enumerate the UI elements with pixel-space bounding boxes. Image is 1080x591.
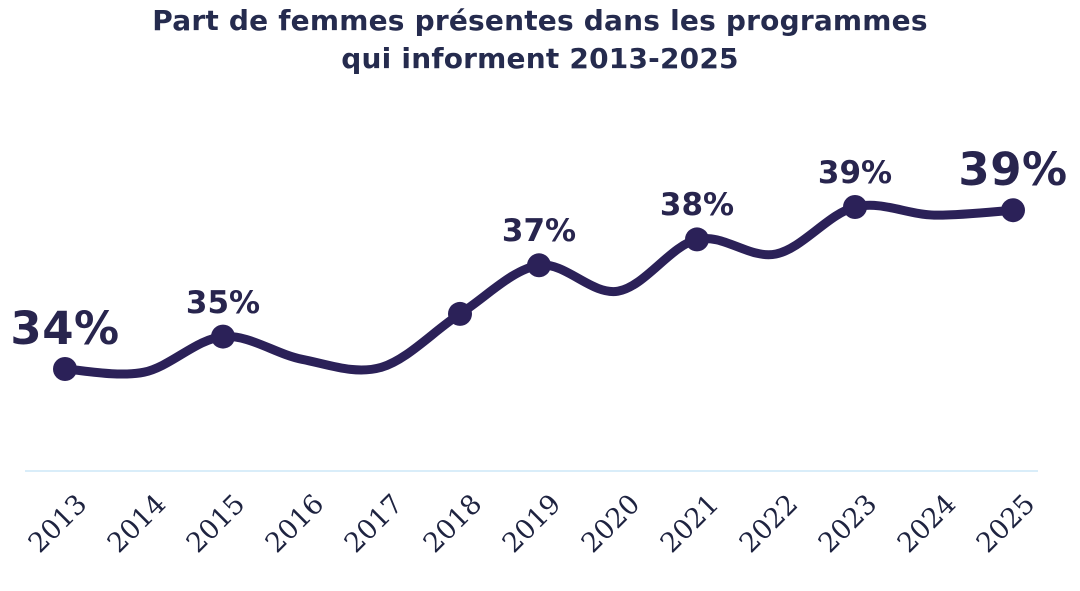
data-point-marker-2023 <box>843 195 867 219</box>
chart-title-line-2: qui informent 2013-2025 <box>341 42 739 76</box>
chart-title: Part de femmes présentes dans les progra… <box>0 2 1080 78</box>
chart-title-line-1: Part de femmes présentes dans les progra… <box>152 4 928 37</box>
data-point-marker-2021 <box>685 227 709 252</box>
data-point-marker-2015 <box>211 324 235 349</box>
data-point-marker-2025 <box>1001 198 1025 223</box>
data-point-marker-2019 <box>527 253 551 278</box>
trend-line <box>60 200 1018 379</box>
data-point-marker-2018 <box>448 301 472 326</box>
x-axis-line <box>25 470 1038 472</box>
data-point-marker-2013 <box>53 357 77 381</box>
